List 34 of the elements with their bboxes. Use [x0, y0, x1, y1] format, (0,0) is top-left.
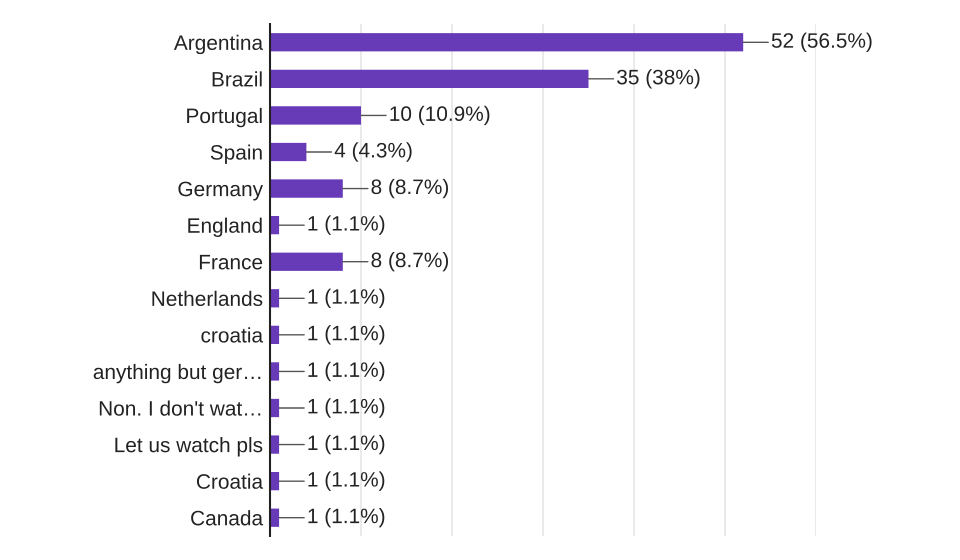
data-label: 1 (1.1%): [308, 508, 384, 528]
y-tick-label: Germany: [178, 182, 264, 200]
y-tick-label: Canada: [191, 510, 264, 526]
data-label: 1 (1.1%): [308, 398, 384, 418]
data-label: 1 (1.1%): [308, 215, 384, 235]
y-tick-label: Non. I don't wat…: [100, 400, 260, 416]
data-label: 1 (1.1%): [308, 288, 384, 308]
data-label: 1 (1.1%): [308, 325, 384, 345]
y-tick-label: anything but ger…: [94, 364, 260, 384]
data-label: 1 (1.1%): [308, 362, 384, 382]
data-label: 35 (38%): [617, 69, 700, 89]
bar: [270, 70, 588, 88]
y-tick-label: England: [188, 218, 262, 238]
y-tick-label: Portugal: [187, 108, 262, 128]
y-tick-label: Spain: [210, 144, 262, 164]
bar: [270, 179, 343, 198]
data-label: 1 (1.1%): [308, 471, 384, 491]
data-label: 1 (1.1%): [308, 434, 384, 454]
data-label: 8 (8.7%): [371, 178, 448, 198]
y-tick-label: croatia: [201, 327, 264, 343]
data-label: 8 (8.7%): [371, 252, 448, 272]
data-label: 52 (56.5%): [772, 32, 872, 52]
y-tick-label: Let us watch pls: [115, 437, 262, 456]
y-tick-label: Croatia: [196, 474, 264, 489]
bar: [270, 106, 361, 125]
bar: [270, 252, 343, 271]
y-tick-label: Netherlands: [152, 290, 262, 306]
data-label: 10 (10.9%): [390, 106, 490, 126]
y-tick-label: France: [200, 254, 262, 270]
y-tick-label: Argentina: [174, 34, 264, 54]
y-tick-label: Brazil: [212, 71, 262, 87]
bar: [270, 33, 744, 52]
data-label: 4 (4.3%): [334, 142, 412, 162]
bar: [270, 142, 306, 162]
